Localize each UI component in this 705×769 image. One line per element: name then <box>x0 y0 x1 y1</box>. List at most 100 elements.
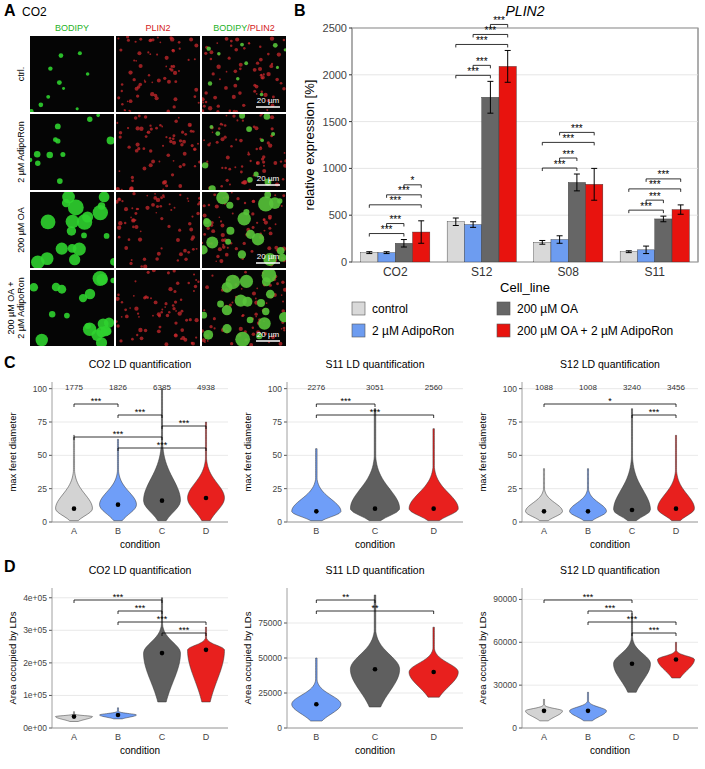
plin2-signal <box>258 67 262 71</box>
plin2-signal <box>151 160 155 164</box>
plin2-signal <box>259 147 262 150</box>
lipid-droplet <box>82 211 93 222</box>
tick-label: D <box>430 526 437 536</box>
violin <box>409 429 458 521</box>
plin2-signal <box>170 68 173 71</box>
plin2-signal <box>233 84 237 88</box>
lipid-droplet <box>60 152 65 157</box>
plin2-signal <box>131 218 135 222</box>
plin2-signal <box>213 96 217 100</box>
plin2-signal <box>144 329 148 333</box>
plin2-signal <box>133 60 135 62</box>
x-axis-line <box>522 522 698 523</box>
lipid-droplet <box>202 162 208 168</box>
plin2-signal <box>145 135 148 138</box>
plin2-signal <box>191 235 195 239</box>
plin2-signal <box>116 122 118 124</box>
grid-line <box>522 422 698 423</box>
plin2-signal <box>121 200 123 202</box>
tick-label: 500 <box>329 209 347 221</box>
plin2-signal <box>152 270 156 272</box>
plin2-signal <box>155 127 158 130</box>
plin2-signal <box>197 143 199 145</box>
plin2-signal <box>193 290 195 292</box>
tick-label: A <box>71 526 77 536</box>
plin2-signal <box>220 185 223 188</box>
plin2-signal <box>256 162 259 165</box>
plin2-signal <box>206 160 208 162</box>
tick-label: 100 <box>33 384 47 394</box>
plin2-signal <box>256 287 258 289</box>
error-bar <box>487 81 493 113</box>
plin2-signal <box>118 236 121 239</box>
plin2-signal <box>218 127 221 130</box>
plin2-signal <box>224 124 227 127</box>
micrograph <box>30 192 114 268</box>
tick-label: 25 <box>273 484 283 494</box>
plin2-signal <box>209 50 213 54</box>
plin2-signal <box>124 246 128 250</box>
plin2-signal <box>127 127 129 129</box>
plin2-signal <box>172 49 175 52</box>
plin2-signal <box>185 319 188 322</box>
tick-label: C <box>159 526 166 536</box>
plin2-signal <box>147 51 149 53</box>
plin2-signal <box>248 189 251 190</box>
tick-label: 75 <box>508 417 518 427</box>
plin2-signal <box>135 60 137 62</box>
tick-mark <box>49 695 52 696</box>
lipid-droplet <box>86 72 90 76</box>
lipid-droplet <box>226 202 233 209</box>
plin2-signal <box>182 140 186 144</box>
micrograph <box>116 270 200 346</box>
plin2-signal <box>283 329 285 331</box>
x-axis-line <box>287 728 463 729</box>
plin2-signal <box>158 161 160 163</box>
plin2-signal <box>170 209 172 211</box>
plin2-signal <box>255 148 258 151</box>
lipid-droplet <box>226 227 234 235</box>
lipid-droplet <box>34 151 41 158</box>
plin2-signal <box>150 297 152 299</box>
lipid-droplet <box>56 243 68 255</box>
lipid-droplet <box>208 81 212 85</box>
mean-point <box>674 657 679 662</box>
mean-point <box>373 667 378 672</box>
micrograph-bg <box>116 36 200 112</box>
plin2-signal <box>127 101 129 103</box>
plin2-signal <box>254 312 257 315</box>
legend-label: 2 µM AdipoRon <box>372 324 454 338</box>
plin2-signal <box>163 196 165 198</box>
plin2-signal <box>251 250 254 253</box>
plin2-signal <box>126 36 129 39</box>
plin2-signal <box>224 167 227 170</box>
plin2-signal <box>178 311 182 315</box>
micrograph-bg <box>30 114 114 190</box>
plin2-signal <box>235 247 238 250</box>
plin2-signal <box>139 38 142 41</box>
violin <box>56 435 93 520</box>
plin2-signal <box>261 91 263 93</box>
axis-title: Cell_line <box>500 280 550 295</box>
plin2-signal <box>161 309 163 311</box>
plin2-signal <box>162 189 164 190</box>
plin2-signal <box>256 61 259 64</box>
plin2-signal <box>180 143 183 146</box>
plin2-signal <box>278 342 282 346</box>
plin2-signal <box>157 79 161 83</box>
error-bar <box>557 236 563 243</box>
plin2-signal <box>167 80 171 84</box>
micrograph <box>30 36 114 112</box>
plin2-signal <box>128 238 131 241</box>
plin2-signal <box>261 114 263 115</box>
lipid-droplet <box>264 114 271 120</box>
tick-mark <box>284 728 287 729</box>
violin <box>100 439 137 520</box>
scale-bar <box>256 184 280 186</box>
tick-mark <box>349 28 352 29</box>
plin2-signal <box>230 45 232 47</box>
plin2-signal <box>165 136 167 138</box>
plin2-signal <box>134 306 138 310</box>
tick-label: 4e+05 <box>23 593 47 603</box>
count-label: 2276 <box>307 383 325 392</box>
